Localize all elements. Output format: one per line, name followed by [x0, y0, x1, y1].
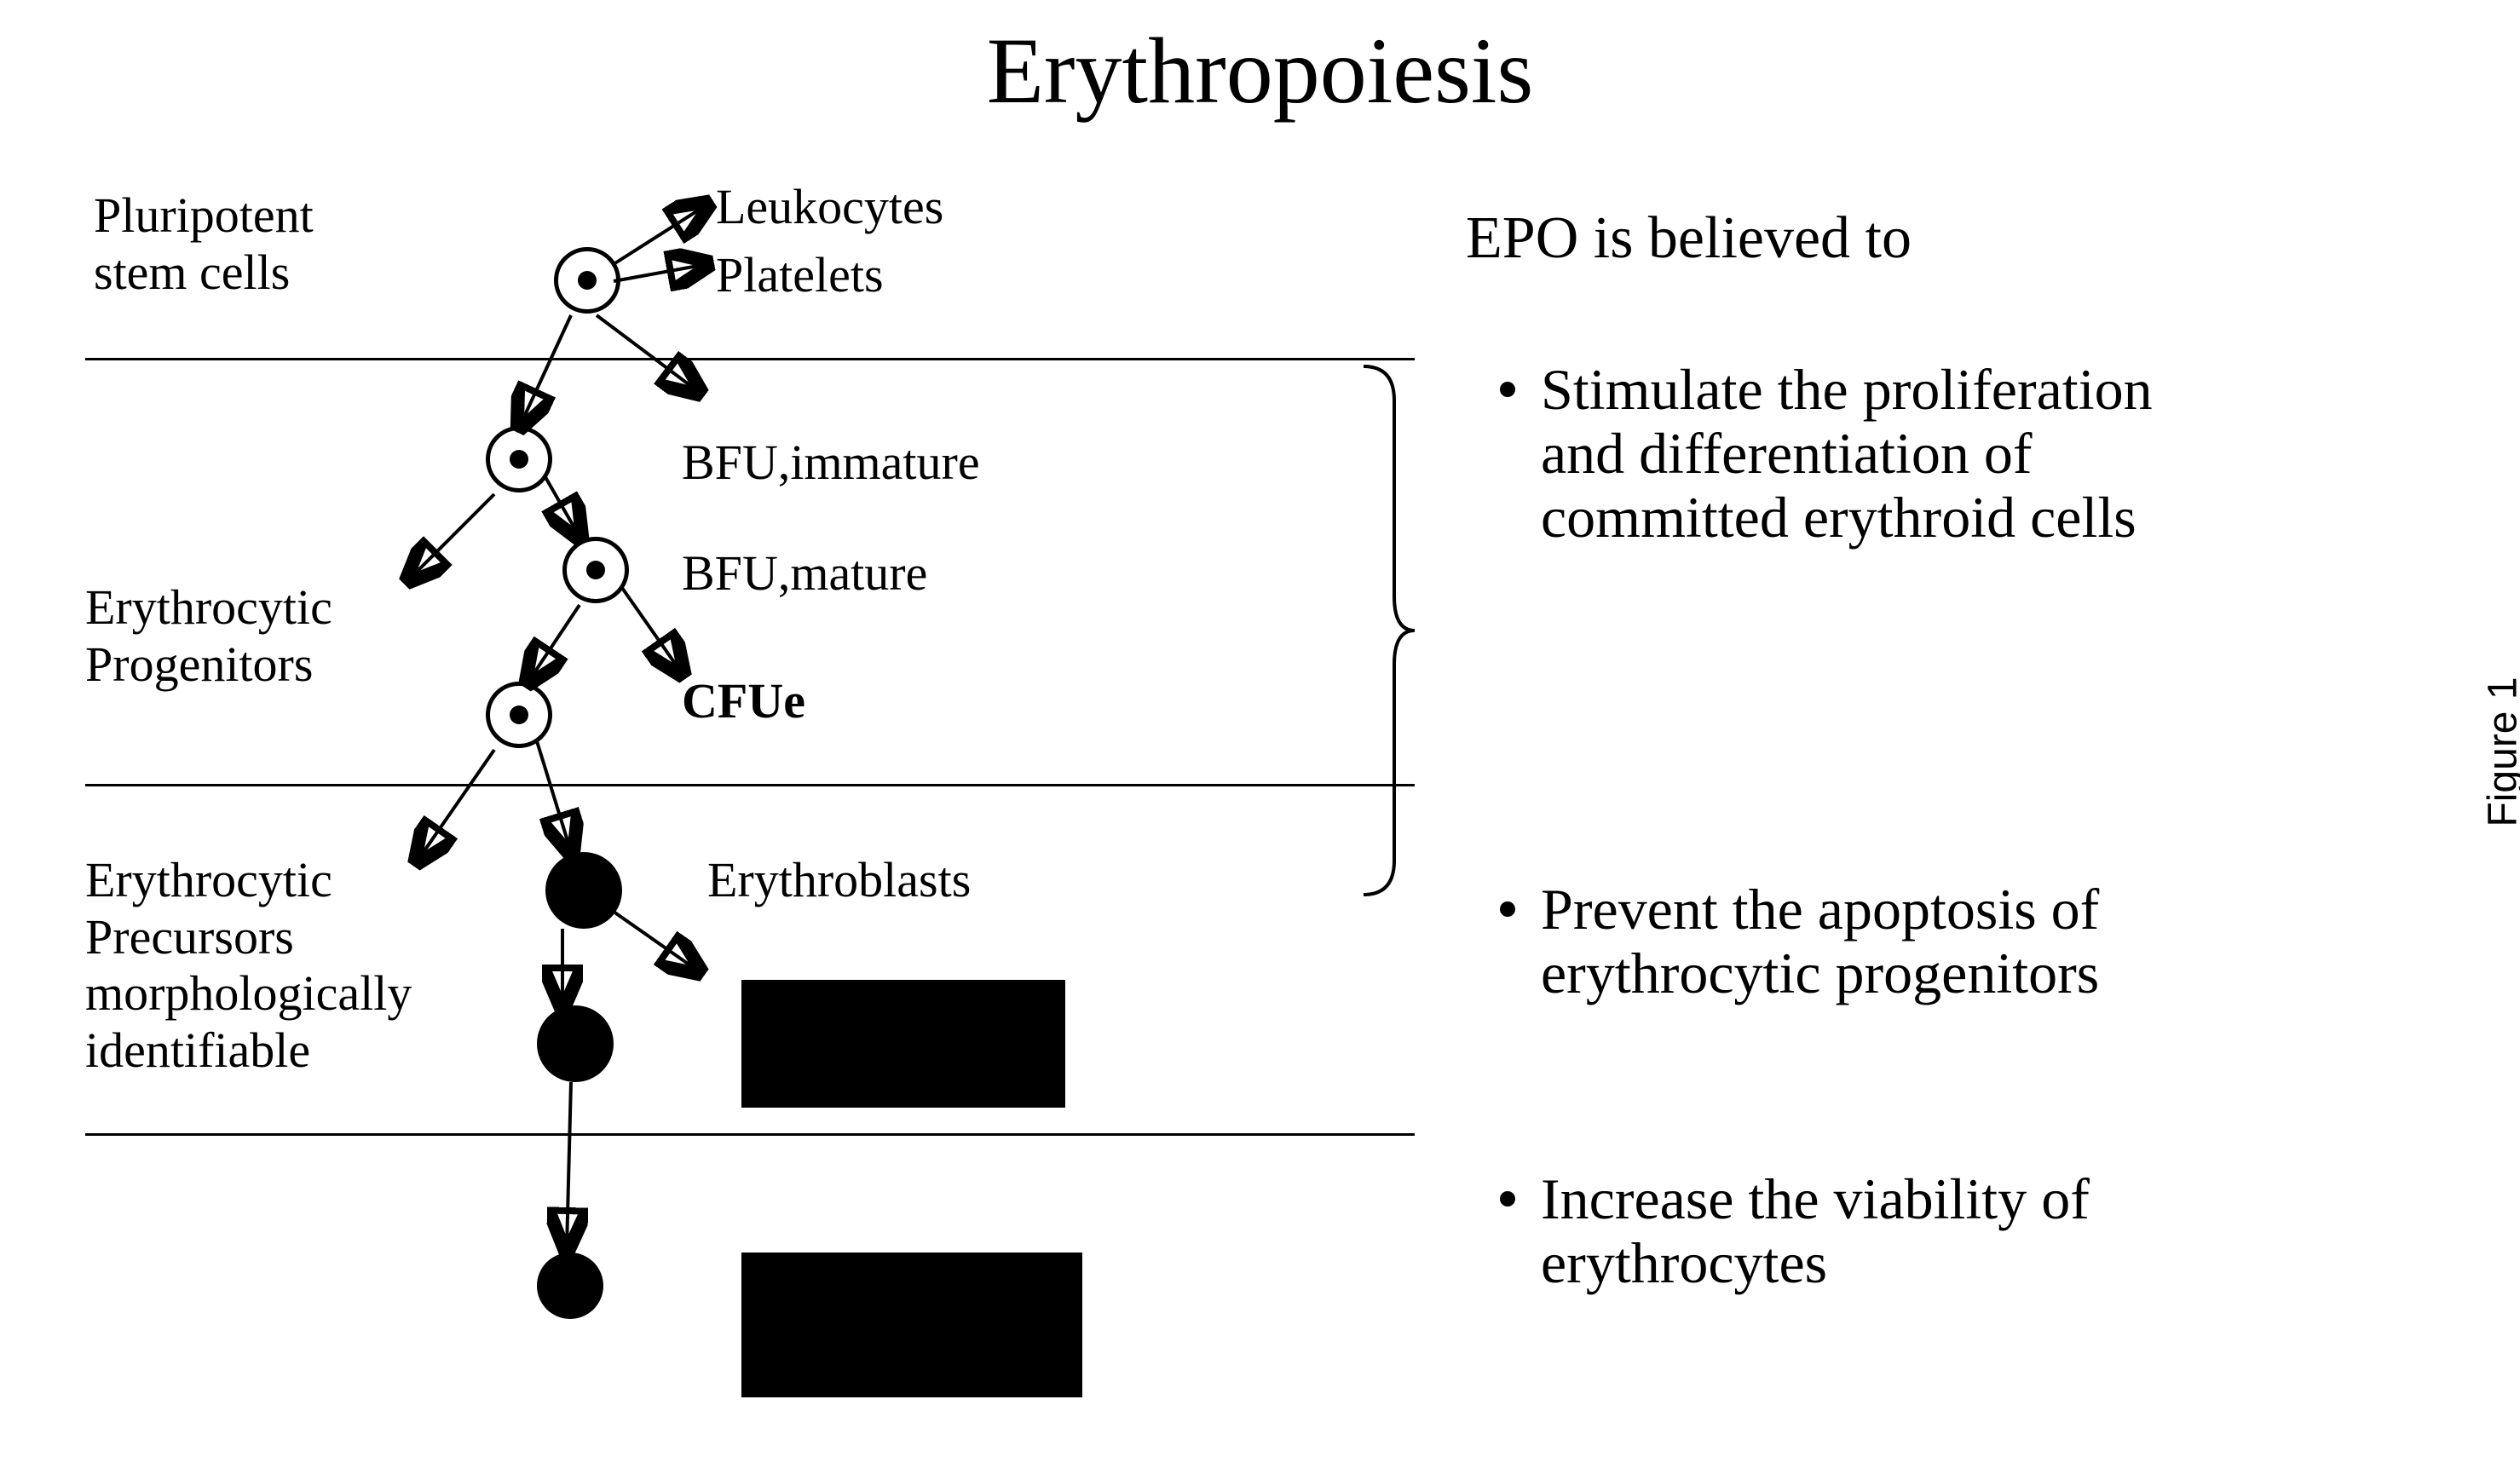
epo-heading: EPO is believed to: [1466, 204, 1912, 273]
divider-line: [85, 784, 1415, 786]
label-bfu_mature: BFU,mature: [682, 545, 927, 602]
page-title: Erythropoiesis: [987, 17, 1534, 125]
cell-eb1: [545, 852, 622, 929]
cell-cfue: [486, 682, 552, 748]
label-eryth_precursors: Erythrocytic Precursors morphologically …: [85, 852, 412, 1080]
label-erythroblasts: Erythroblasts: [707, 852, 971, 909]
label-pluripotent: Pluripotent stem cells: [94, 187, 314, 301]
redacted-box: [741, 980, 1065, 1108]
bullet-text: Prevent the apoptosis of erythrocytic pr…: [1541, 878, 2224, 1005]
label-bfu_immature: BFU,immature: [682, 435, 980, 492]
label-platelets: Platelets: [716, 247, 884, 304]
bullet-item: Prevent the apoptosis of erythrocytic pr…: [1500, 878, 2224, 1005]
cell-eb2: [537, 1005, 614, 1082]
bullet-item: Increase the viability of erythrocytes: [1500, 1167, 2224, 1295]
cell-bfu_imm: [486, 426, 552, 492]
label-eryth_progenitors: Erythrocytic Progenitors: [85, 579, 332, 693]
bullet-dot-icon: [1500, 1191, 1515, 1206]
bullet-item: Stimulate the proliferation and differen…: [1500, 358, 2224, 549]
divider-line: [85, 1133, 1415, 1136]
cell-stem: [554, 247, 620, 314]
redacted-box: [741, 1253, 1082, 1397]
figure-label: Figure 1: [2480, 677, 2520, 826]
divider-line: [85, 358, 1415, 360]
label-cfue: CFUe: [682, 673, 805, 730]
cell-rbc: [537, 1253, 603, 1319]
cell-bfu_mat: [562, 537, 629, 603]
bullet-dot-icon: [1500, 901, 1515, 917]
label-leukocytes: Leukocytes: [716, 179, 943, 236]
bullet-text: Stimulate the proliferation and differen…: [1541, 358, 2224, 549]
bullet-dot-icon: [1500, 382, 1515, 397]
bullet-text: Increase the viability of erythrocytes: [1541, 1167, 2224, 1295]
